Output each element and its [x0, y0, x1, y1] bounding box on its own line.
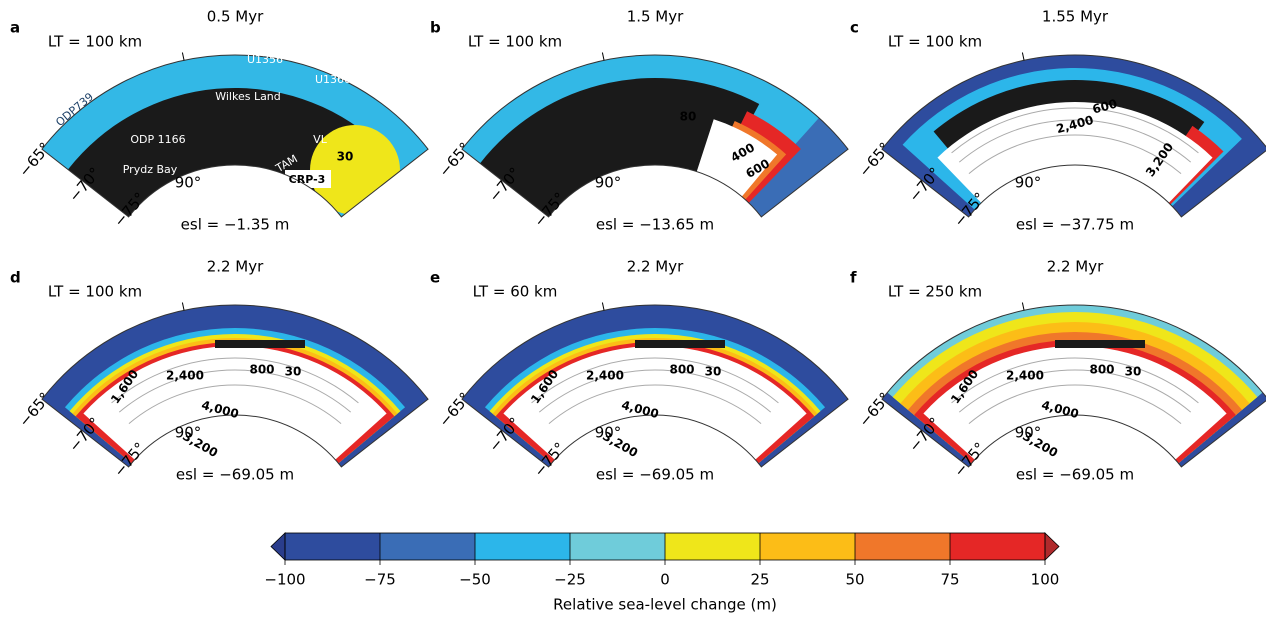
map-label: 80: [680, 110, 697, 124]
panel-time: 2.2 Myr: [1047, 258, 1104, 276]
panel-letter: a: [10, 19, 20, 37]
meridian-tick: [182, 303, 184, 311]
map: [42, 55, 428, 217]
colorbar-tick-label: 50: [845, 571, 864, 589]
page: a0.5 MyrLT = 100 kmesl = −1.35 m−65°−70°…: [0, 0, 1266, 619]
colorbar-tick-label: −25: [554, 571, 586, 589]
map-label: 30: [705, 365, 722, 379]
map-label: U1356: [247, 53, 283, 66]
map: [882, 305, 1266, 467]
panel-letter: f: [850, 269, 857, 287]
colorbar-segment: [570, 533, 666, 560]
map-label: 2,400: [166, 369, 204, 383]
map-label: Wilkes Land: [215, 90, 281, 103]
map: [42, 305, 428, 467]
colorbar-segment: [950, 533, 1046, 560]
colorbar-segment: [380, 533, 476, 560]
meridian-tick: [602, 303, 604, 311]
panel-lt: LT = 60 km: [473, 283, 558, 301]
colorbar-extend-high: [1045, 533, 1059, 560]
lat-label: 90°: [595, 174, 622, 192]
panel-time: 2.2 Myr: [207, 258, 264, 276]
coast-rock: [1055, 340, 1145, 348]
map-label: 30: [1125, 365, 1142, 379]
panel-lt: LT = 100 km: [48, 33, 142, 51]
map-label: CRP-3: [289, 173, 326, 186]
panel-letter: b: [430, 19, 441, 37]
meridian-tick: [182, 53, 184, 61]
panel-lt: LT = 100 km: [888, 33, 982, 51]
panel-time: 2.2 Myr: [627, 258, 684, 276]
lat-label: 90°: [175, 174, 202, 192]
map: [462, 55, 848, 217]
colorbar-segment: [760, 533, 856, 560]
panel-esl: esl = −13.65 m: [596, 216, 714, 234]
colorbar-tick-label: −50: [459, 571, 491, 589]
colorbar-tick-label: 75: [940, 571, 959, 589]
meridian-tick: [1022, 303, 1024, 311]
coast-rock: [215, 340, 305, 348]
map: [462, 305, 848, 467]
colorbar-tick-label: 100: [1031, 571, 1060, 589]
colorbar-extend-low: [271, 533, 285, 560]
panel-lt: LT = 100 km: [468, 33, 562, 51]
colorbar-segment: [665, 533, 761, 560]
panel-letter: d: [10, 269, 21, 287]
panel-esl: esl = −69.05 m: [1016, 466, 1134, 484]
map-label: 800: [249, 363, 274, 377]
panel-time: 1.55 Myr: [1042, 8, 1109, 26]
colorbar-tick-label: −75: [364, 571, 396, 589]
panel-esl: esl = −69.05 m: [176, 466, 294, 484]
figure: a0.5 MyrLT = 100 kmesl = −1.35 m−65°−70°…: [0, 0, 1266, 619]
map: [882, 55, 1266, 217]
map-label: 30: [285, 365, 302, 379]
map-label: 2,400: [586, 369, 624, 383]
panel-time: 0.5 Myr: [207, 8, 264, 26]
panel-esl: esl = −69.05 m: [596, 466, 714, 484]
colorbar-tick-label: 0: [660, 571, 670, 589]
colorbar-segment: [285, 533, 381, 560]
meridian-tick: [1022, 53, 1024, 61]
map-label: 800: [1089, 363, 1114, 377]
lat-label: 90°: [1015, 174, 1042, 192]
panel-lt: LT = 250 km: [888, 283, 982, 301]
map-label: Prydz Bay: [123, 163, 178, 176]
colorbar-label: Relative sea-level change (m): [553, 596, 777, 614]
panel-letter: c: [850, 19, 859, 37]
map-label: 800: [669, 363, 694, 377]
map-label: 2,400: [1006, 369, 1044, 383]
map-label: 30: [337, 150, 354, 164]
map-label: VL: [313, 133, 328, 146]
colorbar-tick-label: 25: [750, 571, 769, 589]
map-label: U1360: [315, 73, 351, 86]
panel-lt: LT = 100 km: [48, 283, 142, 301]
panel-esl: esl = −1.35 m: [181, 216, 290, 234]
map-label: ODP 1166: [130, 133, 185, 146]
panel-esl: esl = −37.75 m: [1016, 216, 1134, 234]
colorbar-tick-label: −100: [264, 571, 305, 589]
panel-time: 1.5 Myr: [627, 8, 684, 26]
meridian-tick: [602, 53, 604, 61]
colorbar-segment: [855, 533, 951, 560]
panel-letter: e: [430, 269, 440, 287]
coast-rock: [635, 340, 725, 348]
colorbar-segment: [475, 533, 571, 560]
